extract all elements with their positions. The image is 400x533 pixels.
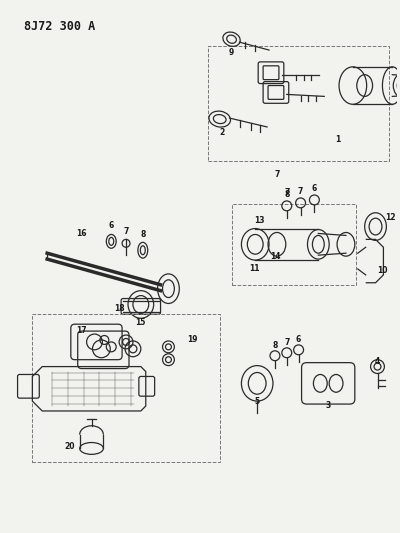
Text: 7: 7 bbox=[284, 338, 290, 348]
Bar bbox=[232, 204, 356, 285]
Text: 8: 8 bbox=[272, 341, 278, 350]
Text: 14: 14 bbox=[270, 252, 280, 261]
Text: 12: 12 bbox=[385, 213, 396, 222]
Text: 9: 9 bbox=[229, 47, 234, 56]
Text: 7: 7 bbox=[284, 188, 290, 197]
Text: 5: 5 bbox=[255, 397, 260, 406]
Text: 8J72 300 A: 8J72 300 A bbox=[24, 20, 96, 33]
Text: 10: 10 bbox=[377, 266, 388, 276]
Text: 6: 6 bbox=[109, 221, 114, 230]
Text: 17: 17 bbox=[76, 326, 87, 335]
Text: 15: 15 bbox=[136, 318, 146, 327]
Bar bbox=[32, 314, 220, 462]
Text: 7: 7 bbox=[298, 187, 303, 196]
Text: 4: 4 bbox=[375, 357, 380, 366]
Text: 1: 1 bbox=[336, 135, 341, 144]
Text: 6: 6 bbox=[312, 183, 317, 192]
Text: 7: 7 bbox=[274, 170, 280, 179]
Text: 11: 11 bbox=[249, 264, 260, 273]
Text: 7: 7 bbox=[123, 227, 129, 236]
Text: 8: 8 bbox=[140, 230, 146, 239]
Text: 2: 2 bbox=[219, 128, 224, 138]
Text: 18: 18 bbox=[114, 304, 124, 313]
Text: 20: 20 bbox=[64, 442, 75, 451]
Text: 3: 3 bbox=[326, 400, 331, 409]
Text: 16: 16 bbox=[76, 229, 87, 238]
Text: 6: 6 bbox=[296, 335, 301, 344]
Text: 19: 19 bbox=[187, 335, 197, 344]
Bar bbox=[208, 46, 389, 161]
Text: 13: 13 bbox=[254, 216, 264, 225]
Text: 8: 8 bbox=[284, 190, 290, 198]
